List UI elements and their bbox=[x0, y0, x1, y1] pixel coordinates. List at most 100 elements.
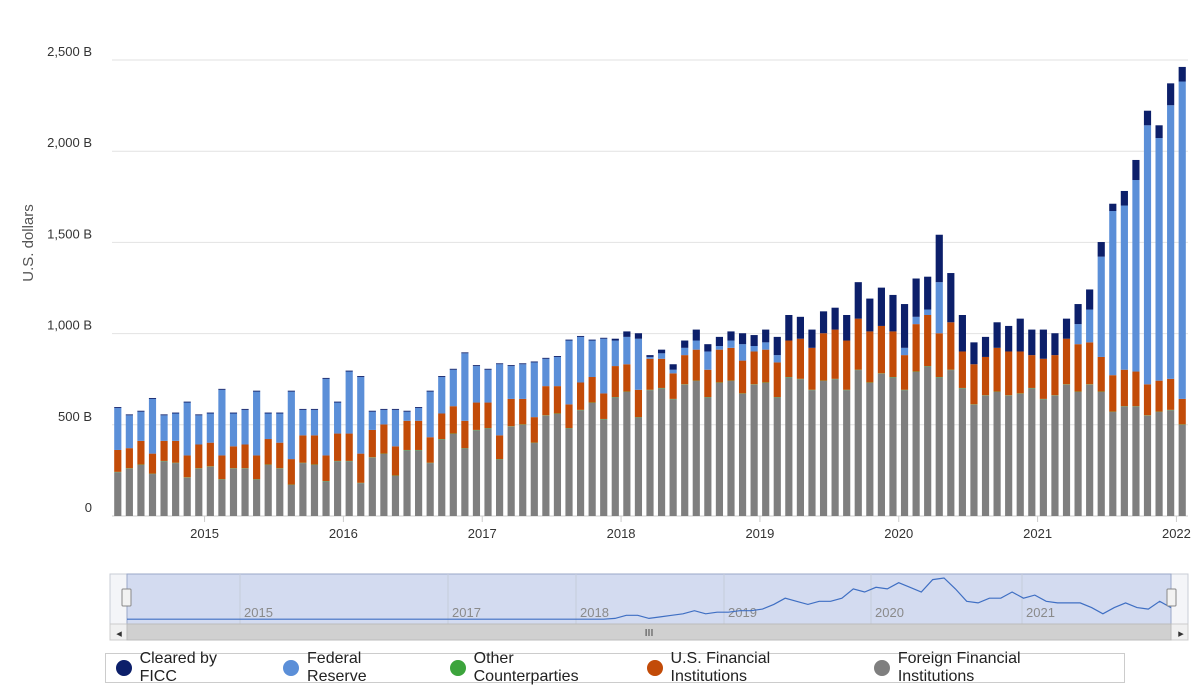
bar-segment[interactable] bbox=[427, 437, 434, 463]
bar-segment[interactable] bbox=[901, 355, 908, 390]
bar-segment[interactable] bbox=[936, 377, 943, 516]
bar-segment[interactable] bbox=[241, 409, 248, 410]
bar-segment[interactable] bbox=[508, 399, 515, 426]
bar-segment[interactable] bbox=[322, 379, 329, 456]
bar-segment[interactable] bbox=[658, 359, 665, 388]
bar-segment[interactable] bbox=[670, 370, 677, 374]
bar-segment[interactable] bbox=[704, 370, 711, 397]
bar-segment[interactable] bbox=[623, 392, 630, 516]
bar-segment[interactable] bbox=[577, 382, 584, 409]
bar-segment[interactable] bbox=[855, 370, 862, 516]
bar-segment[interactable] bbox=[1109, 412, 1116, 516]
bar-segment[interactable] bbox=[970, 364, 977, 404]
bar-segment[interactable] bbox=[1086, 342, 1093, 384]
bar-segment[interactable] bbox=[901, 390, 908, 516]
bar-segment[interactable] bbox=[288, 391, 295, 392]
bar-segment[interactable] bbox=[808, 390, 815, 516]
bar-segment[interactable] bbox=[218, 455, 225, 479]
bar-segment[interactable] bbox=[635, 333, 642, 338]
bar-segment[interactable] bbox=[172, 463, 179, 516]
bar-segment[interactable] bbox=[716, 383, 723, 516]
navigator-selection[interactable] bbox=[127, 574, 1171, 624]
bar-segment[interactable] bbox=[670, 399, 677, 516]
bar-segment[interactable] bbox=[1167, 379, 1174, 410]
bar-segment[interactable] bbox=[484, 428, 491, 516]
bar-segment[interactable] bbox=[369, 430, 376, 457]
bar-segment[interactable] bbox=[160, 441, 167, 461]
bar-segment[interactable] bbox=[635, 339, 642, 390]
bar-segment[interactable] bbox=[542, 416, 549, 516]
bar-segment[interactable] bbox=[172, 441, 179, 463]
bar-segment[interactable] bbox=[716, 350, 723, 383]
bar-segment[interactable] bbox=[1109, 204, 1116, 211]
bar-segment[interactable] bbox=[508, 366, 515, 399]
bar-segment[interactable] bbox=[843, 390, 850, 516]
bar-segment[interactable] bbox=[739, 394, 746, 516]
bar-segment[interactable] bbox=[889, 331, 896, 377]
bar-segment[interactable] bbox=[114, 407, 121, 408]
bar-segment[interactable] bbox=[473, 403, 480, 430]
bar-segment[interactable] bbox=[519, 363, 526, 364]
bar-segment[interactable] bbox=[646, 355, 653, 357]
bar-segment[interactable] bbox=[762, 350, 769, 383]
bar-segment[interactable] bbox=[299, 463, 306, 516]
bar-segment[interactable] bbox=[427, 391, 434, 392]
bar-segment[interactable] bbox=[160, 415, 167, 441]
bar-segment[interactable] bbox=[901, 304, 908, 348]
bar-segment[interactable] bbox=[924, 366, 931, 516]
bar-segment[interactable] bbox=[438, 439, 445, 516]
bar-segment[interactable] bbox=[207, 413, 214, 442]
bar-segment[interactable] bbox=[704, 397, 711, 516]
bar-segment[interactable] bbox=[658, 350, 665, 354]
bar-segment[interactable] bbox=[1086, 310, 1093, 343]
bar-segment[interactable] bbox=[1121, 370, 1128, 406]
bar-segment[interactable] bbox=[600, 393, 607, 419]
bar-segment[interactable] bbox=[311, 465, 318, 516]
bar-segment[interactable] bbox=[623, 331, 630, 336]
bar-segment[interactable] bbox=[531, 362, 538, 417]
bar-segment[interactable] bbox=[1005, 326, 1012, 352]
legend-item-other-counterparties[interactable]: Other Counterparties bbox=[450, 650, 619, 686]
bar-segment[interactable] bbox=[924, 315, 931, 366]
bar-segment[interactable] bbox=[172, 413, 179, 440]
bar-segment[interactable] bbox=[1063, 339, 1070, 385]
bar-segment[interactable] bbox=[137, 412, 144, 441]
bar-segment[interactable] bbox=[496, 364, 503, 435]
bar-segment[interactable] bbox=[704, 344, 711, 351]
bar-segment[interactable] bbox=[346, 371, 353, 372]
bar-segment[interactable] bbox=[693, 381, 700, 516]
bar-segment[interactable] bbox=[832, 330, 839, 379]
bar-segment[interactable] bbox=[878, 288, 885, 326]
bar-segment[interactable] bbox=[461, 421, 468, 448]
bar-segment[interactable] bbox=[461, 352, 468, 353]
bar-segment[interactable] bbox=[1051, 355, 1058, 395]
bar-segment[interactable] bbox=[913, 317, 920, 324]
bar-segment[interactable] bbox=[785, 341, 792, 377]
bar-segment[interactable] bbox=[762, 330, 769, 343]
bar-segment[interactable] bbox=[1086, 385, 1093, 516]
bar-segment[interactable] bbox=[623, 337, 630, 364]
bar-segment[interactable] bbox=[172, 413, 179, 414]
navigator-left-handle[interactable] bbox=[122, 589, 131, 606]
bar-segment[interactable] bbox=[392, 409, 399, 410]
bar-segment[interactable] bbox=[415, 421, 422, 450]
bar-segment[interactable] bbox=[265, 413, 272, 439]
bar-segment[interactable] bbox=[727, 341, 734, 348]
bar-segment[interactable] bbox=[288, 459, 295, 485]
bar-segment[interactable] bbox=[1179, 399, 1186, 425]
bar-segment[interactable] bbox=[797, 339, 804, 379]
bar-segment[interactable] bbox=[693, 350, 700, 381]
scroll-left-arrow-icon[interactable]: ◂ bbox=[116, 627, 122, 640]
bar-segment[interactable] bbox=[184, 455, 191, 477]
bar-segment[interactable] bbox=[484, 403, 491, 429]
bar-segment[interactable] bbox=[1144, 416, 1151, 516]
bar-segment[interactable] bbox=[727, 348, 734, 381]
bar-segment[interactable] bbox=[322, 455, 329, 481]
bar-segment[interactable] bbox=[1098, 257, 1105, 357]
bar-segment[interactable] bbox=[392, 410, 399, 446]
bar-segment[interactable] bbox=[438, 413, 445, 439]
bar-segment[interactable] bbox=[913, 372, 920, 516]
bar-segment[interactable] bbox=[450, 406, 457, 433]
bar-segment[interactable] bbox=[415, 450, 422, 516]
bar-segment[interactable] bbox=[253, 480, 260, 516]
